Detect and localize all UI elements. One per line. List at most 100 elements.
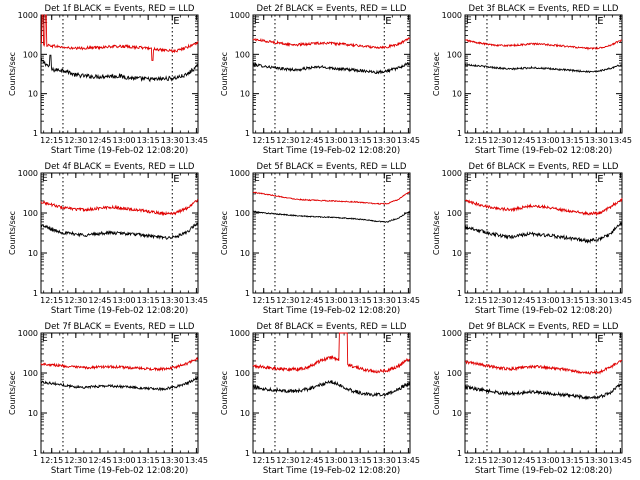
panel-title: Det 4f BLACK = Events, RED = LLD [45, 162, 195, 172]
y-tick-label: 1 [245, 129, 250, 138]
panel-title: Det 9f BLACK = Events, RED = LLD [469, 322, 619, 332]
x-axis-label: Start Time (19-Feb-02 12:08:20) [263, 146, 400, 156]
x-tick-label: 12:15 [464, 136, 487, 145]
x-tick-label: 13:30 [585, 296, 608, 305]
x-tick-label: 13:45 [185, 456, 208, 465]
plot-frame [464, 332, 623, 454]
y-tick-label: 10 [452, 409, 462, 418]
y-tick-label: 1 [33, 449, 38, 458]
panel-title: Det 8f BLACK = Events, RED = LLD [257, 322, 407, 332]
y-tick-label: 1000 [230, 11, 250, 20]
x-tick-label: 13:15 [561, 296, 584, 305]
y-tick-label: 1 [245, 449, 250, 458]
y-tick-label: 1 [457, 289, 462, 298]
eclipse-marker-label: E [385, 16, 391, 27]
x-tick-label: 13:00 [537, 456, 560, 465]
x-tick-label: 12:30 [276, 456, 299, 465]
y-tick-label: 1 [457, 449, 462, 458]
y-axis-label: Counts/sec [220, 371, 229, 415]
detector-panel-7: Det 7f BLACK = Events, RED = LLD 1 10 100 10… [8, 322, 208, 476]
y-tick-label: 100 [23, 50, 38, 59]
y-axis-label: Counts/sec [8, 371, 17, 415]
x-tick-label: 13:00 [325, 136, 348, 145]
x-tick-label: 12:45 [512, 136, 535, 145]
y-tick-label: 1000 [18, 11, 38, 20]
detector-panel-6: Det 6f BLACK = Events, RED = LLD 1 10 100 10… [432, 162, 632, 316]
corner-marker-label: E [466, 334, 472, 344]
x-tick-label: 13:45 [397, 296, 420, 305]
y-tick-label: 1000 [442, 11, 462, 20]
detector-panel-3: Det 3f BLACK = Events, RED = LLD 1 10 100 10… [432, 4, 632, 156]
lld-rate-series [40, 356, 199, 372]
y-tick-label: 1 [33, 129, 38, 138]
y-tick-label: 100 [235, 209, 250, 218]
panel-title: Det 1f BLACK = Events, RED = LLD [45, 4, 195, 14]
x-tick-label: 12:30 [64, 296, 87, 305]
y-axis-label: Counts/sec [8, 52, 17, 96]
x-tick-label: 13:15 [137, 136, 160, 145]
corner-marker-label: E [42, 174, 48, 184]
corner-marker-label: E [42, 334, 48, 344]
x-tick-label: 12:30 [488, 136, 511, 145]
x-axis-label: Start Time (19-Feb-02 12:08:20) [51, 466, 188, 476]
detector-panel-9: Det 9f BLACK = Events, RED = LLD 1 10 100 10… [432, 322, 632, 476]
x-axis-label: Start Time (19-Feb-02 12:08:20) [263, 306, 400, 316]
y-tick-label: 100 [23, 209, 38, 218]
x-axis-label: Start Time (19-Feb-02 12:08:20) [263, 466, 400, 476]
y-tick-label: 10 [240, 90, 250, 99]
lld-rate-series [252, 37, 411, 50]
x-tick-label: 13:45 [609, 456, 632, 465]
events-rate-series [252, 379, 411, 397]
eclipse-marker-label: E [597, 174, 603, 185]
x-tick-label: 12:45 [512, 456, 535, 465]
x-tick-label: 12:45 [88, 136, 111, 145]
events-rate-series [40, 376, 199, 392]
x-tick-label: 13:15 [349, 136, 372, 145]
corner-marker-label: E [466, 16, 472, 26]
plot-frame [252, 332, 411, 454]
x-tick-label: 13:00 [537, 136, 560, 145]
x-tick-label: 13:30 [161, 136, 184, 145]
x-tick-label: 12:15 [40, 456, 63, 465]
lld-rate-series [464, 39, 623, 51]
corner-marker-label: E [254, 16, 260, 26]
x-tick-label: 13:30 [373, 136, 396, 145]
y-tick-label: 1000 [18, 329, 38, 338]
events-rate-series [40, 54, 199, 83]
detector-panel-4: Det 4f BLACK = Events, RED = LLD 1 10 100 10… [8, 162, 208, 316]
y-tick-label: 1000 [442, 169, 462, 178]
x-tick-label: 13:00 [113, 456, 136, 465]
x-tick-label: 13:45 [397, 136, 420, 145]
detector-panel-1: Det 1f BLACK = Events, RED = LLD 1 10 100 10… [8, 4, 208, 156]
x-tick-label: 13:30 [161, 456, 184, 465]
x-tick-label: 13:15 [137, 456, 160, 465]
y-tick-label: 10 [240, 409, 250, 418]
x-tick-label: 13:45 [609, 296, 632, 305]
y-tick-label: 10 [28, 249, 38, 258]
y-axis-label: Counts/sec [8, 211, 17, 255]
eclipse-marker-label: E [173, 334, 179, 345]
eclipse-marker-label: E [173, 16, 179, 27]
y-tick-label: 1000 [230, 169, 250, 178]
x-tick-label: 13:45 [185, 136, 208, 145]
x-tick-label: 13:15 [561, 136, 584, 145]
y-tick-label: 1000 [18, 169, 38, 178]
y-tick-label: 10 [452, 249, 462, 258]
x-tick-label: 13:45 [185, 296, 208, 305]
x-tick-label: 12:45 [300, 456, 323, 465]
x-tick-label: 13:00 [537, 296, 560, 305]
x-axis-label: Start Time (19-Feb-02 12:08:20) [475, 306, 612, 316]
x-tick-label: 12:30 [276, 296, 299, 305]
y-tick-label: 1000 [442, 329, 462, 338]
x-tick-label: 13:15 [349, 456, 372, 465]
y-tick-label: 100 [23, 369, 38, 378]
x-tick-label: 12:30 [64, 456, 87, 465]
panel-title: Det 6f BLACK = Events, RED = LLD [469, 162, 619, 172]
y-tick-label: 1 [457, 129, 462, 138]
y-tick-label: 1 [245, 289, 250, 298]
x-tick-label: 12:15 [464, 296, 487, 305]
y-tick-label: 1000 [230, 329, 250, 338]
x-tick-label: 12:30 [276, 136, 299, 145]
x-tick-label: 13:00 [113, 296, 136, 305]
